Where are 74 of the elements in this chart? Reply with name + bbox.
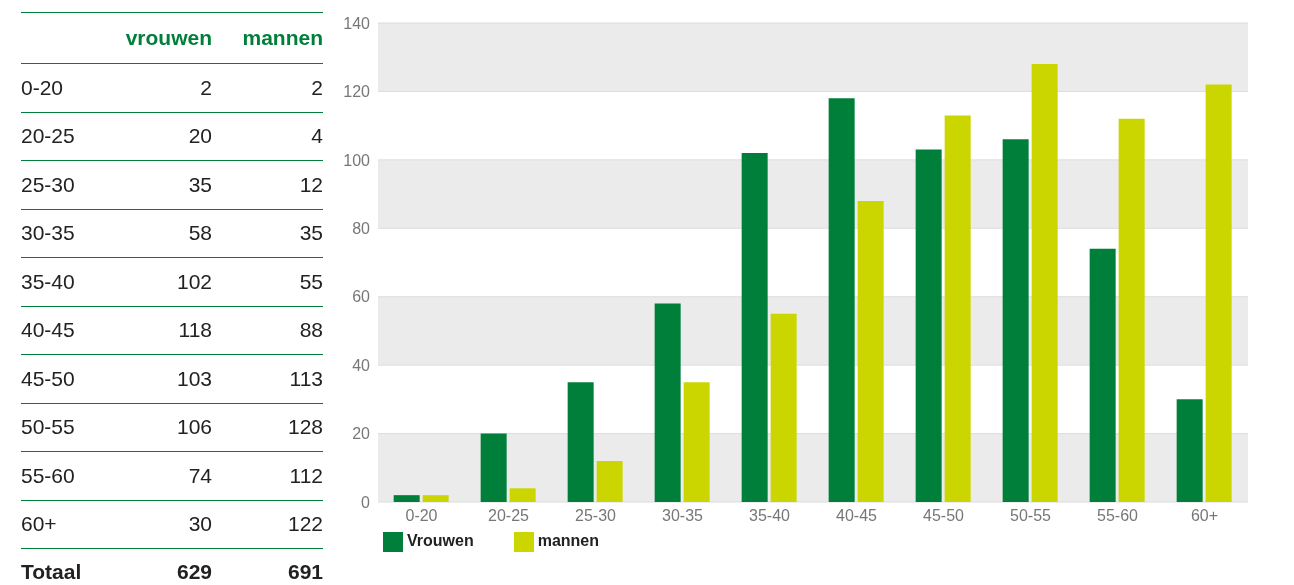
bar xyxy=(393,495,420,502)
data-label: 88 xyxy=(298,318,323,343)
bar xyxy=(567,382,594,502)
data-label: 74 xyxy=(187,463,212,488)
bar xyxy=(944,115,971,502)
bar xyxy=(1089,248,1116,502)
category-label: 55-60 xyxy=(21,463,76,488)
legend-label: Vrouwen xyxy=(407,532,474,550)
data-label: 2 xyxy=(199,75,212,100)
data-label: 106 xyxy=(175,415,212,440)
bar xyxy=(1176,399,1203,502)
category-label: 0-20 xyxy=(21,75,65,100)
data-label: 30 xyxy=(187,512,212,537)
data-label: 20 xyxy=(187,124,212,149)
y-tick-label: 20 xyxy=(352,425,371,443)
bar xyxy=(683,382,710,502)
category-label: 30-35 xyxy=(21,221,76,246)
x-tick-label: 35-40 xyxy=(749,507,791,525)
category-label: 45-50 xyxy=(21,366,76,391)
data-label: 35 xyxy=(187,172,212,197)
data-label: 102 xyxy=(175,269,212,294)
bar xyxy=(422,495,449,502)
bar xyxy=(1205,84,1232,502)
text: mannen xyxy=(241,26,323,50)
data-label: 122 xyxy=(286,512,323,537)
data-label: 2 xyxy=(310,75,323,100)
bar xyxy=(1002,139,1029,502)
category-label: 40-45 xyxy=(21,318,76,343)
y-tick-label: 100 xyxy=(343,151,371,169)
bar xyxy=(480,433,507,502)
x-tick-label: 50-55 xyxy=(1010,507,1052,525)
text: Totaal xyxy=(21,560,83,584)
data-label: 103 xyxy=(175,366,212,391)
y-tick-label: 40 xyxy=(352,356,371,374)
y-tick-label: 120 xyxy=(343,83,371,101)
data-label: 113 xyxy=(288,366,323,391)
x-tick-label: 30-35 xyxy=(662,507,704,525)
y-tick-label: 140 xyxy=(343,14,371,32)
category-label: 50-55 xyxy=(21,415,76,440)
bar xyxy=(596,460,623,502)
bar xyxy=(857,200,884,502)
text: 629 xyxy=(175,560,212,584)
x-tick-label: 55-60 xyxy=(1097,507,1139,525)
bar xyxy=(741,153,768,502)
bar xyxy=(828,98,855,502)
bar xyxy=(770,313,797,502)
bar xyxy=(1031,64,1058,502)
category-label: 35-40 xyxy=(21,269,76,294)
data-label: 35 xyxy=(298,221,323,246)
x-tick-label: 60+ xyxy=(1190,507,1219,525)
bar xyxy=(915,149,942,502)
bar xyxy=(1118,118,1145,502)
text: vrouwen xyxy=(124,26,212,50)
data-label: 112 xyxy=(288,463,323,488)
text: 691 xyxy=(286,560,323,584)
y-tick-label: 80 xyxy=(352,219,371,237)
x-tick-label: 25-30 xyxy=(575,507,617,525)
data-label: 4 xyxy=(310,124,323,149)
bar xyxy=(509,488,536,502)
x-tick-label: 0-20 xyxy=(405,507,438,525)
x-tick-label: 20-25 xyxy=(488,507,530,525)
y-tick-label: 60 xyxy=(352,288,371,306)
x-tick-label: 45-50 xyxy=(923,507,965,525)
category-label: 20-25 xyxy=(21,124,76,149)
bar xyxy=(654,303,681,502)
data-label: 118 xyxy=(177,318,212,343)
legend-label: mannen xyxy=(537,532,600,550)
data-label: 128 xyxy=(286,415,323,440)
y-tick-label: 0 xyxy=(361,493,371,511)
data-label: 55 xyxy=(298,269,323,294)
x-tick-label: 40-45 xyxy=(836,507,878,525)
data-label: 12 xyxy=(298,172,323,197)
category-label: 25-30 xyxy=(21,172,76,197)
data-label: 58 xyxy=(187,221,212,246)
